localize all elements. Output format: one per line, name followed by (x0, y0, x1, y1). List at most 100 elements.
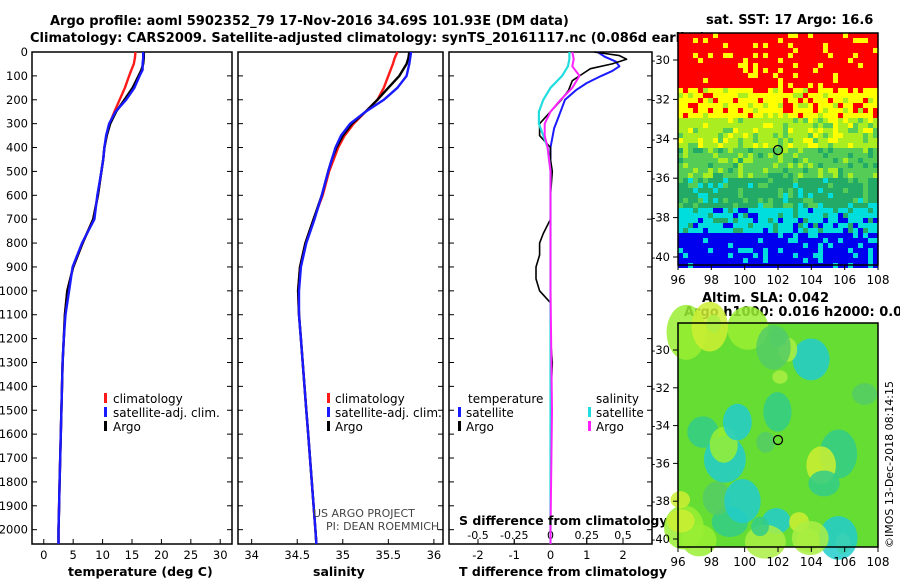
sst-cell (718, 193, 723, 198)
sst-cell (713, 218, 718, 223)
legend-label-s-argo: Argo (596, 420, 624, 434)
sst-cell (848, 243, 853, 248)
sst-cell (838, 253, 843, 258)
sst-cell (748, 253, 753, 258)
sst-cell (723, 163, 728, 168)
sst-cell (733, 218, 738, 223)
sst-cell (678, 248, 683, 253)
sst-cell (703, 118, 708, 123)
sst-cell (708, 248, 713, 253)
sst-cell (828, 143, 833, 148)
sst-cell (698, 148, 703, 153)
sst-cell (713, 163, 718, 168)
sst-cell (708, 133, 713, 138)
sst-cell (778, 58, 783, 63)
sst-cell (708, 58, 713, 63)
sst-cell (753, 178, 758, 183)
sst-cell (798, 213, 803, 218)
sst-cell (688, 223, 693, 228)
sst-cell (798, 118, 803, 123)
depth-tick-label: 1600 (0, 427, 28, 441)
sst-cell (818, 113, 823, 118)
sst-cell (778, 113, 783, 118)
sst-cell (838, 208, 843, 213)
sst-cell (688, 38, 693, 43)
sst-cell (758, 148, 763, 153)
sst-cell (753, 138, 758, 143)
sst-cell (853, 228, 858, 233)
sst-cell (843, 168, 848, 173)
sst-cell (848, 258, 853, 263)
sst-cell (848, 33, 853, 38)
sst-cell (843, 33, 848, 38)
sst-cell (728, 173, 733, 178)
sst-cell (678, 188, 683, 193)
sst-cell (758, 48, 763, 53)
sst-cell (798, 233, 803, 238)
sst-cell (698, 128, 703, 133)
sst-cell (858, 53, 863, 58)
sst-cell (798, 193, 803, 198)
sst-cell (713, 88, 718, 93)
sst-cell (833, 228, 838, 233)
sst-cell (748, 48, 753, 53)
sst-cell (868, 138, 873, 143)
sst-cell (698, 238, 703, 243)
sst-cell (708, 208, 713, 213)
sst-cell (828, 178, 833, 183)
difference-profile-lines (535, 51, 628, 544)
sst-cell (853, 253, 858, 258)
sst-cell (678, 73, 683, 78)
sst-cell (768, 128, 773, 133)
sst-cell (723, 253, 728, 258)
sst-cell (813, 43, 818, 48)
sst-cell (863, 33, 868, 38)
sst-cell (763, 88, 768, 93)
sst-cell (813, 148, 818, 153)
sst-cell (733, 63, 738, 68)
sst-cell (788, 108, 793, 113)
sst-cell (703, 93, 708, 98)
sst-cell (823, 88, 828, 93)
sst-cell (688, 88, 693, 93)
sst-cell (733, 183, 738, 188)
sst-cell (833, 223, 838, 228)
sst-cell (733, 158, 738, 163)
sst-cell (843, 163, 848, 168)
sst-cell (873, 183, 878, 188)
sst-cell (738, 188, 743, 193)
sst-cell (713, 173, 718, 178)
sst-cell (783, 198, 788, 203)
sst-cell (743, 158, 748, 163)
sst-cell (703, 208, 708, 213)
sst-cell (788, 188, 793, 193)
sst-cell (683, 233, 688, 238)
sst-cell (743, 223, 748, 228)
sst-cell (863, 178, 868, 183)
sst-cell (828, 203, 833, 208)
sst-cell (743, 108, 748, 113)
sst-cell (723, 63, 728, 68)
sst-cell (743, 68, 748, 73)
sst-cell (708, 233, 713, 238)
sst-cell (858, 243, 863, 248)
sst-cell (823, 188, 828, 193)
sst-cell (698, 143, 703, 148)
sst-cell (718, 63, 723, 68)
sst-cell (763, 258, 768, 263)
sst-cell (808, 93, 813, 98)
sst-cell (783, 153, 788, 158)
sst-cell (808, 203, 813, 208)
sst-cell (768, 58, 773, 63)
sst-cell (868, 33, 873, 38)
sst-cell (723, 78, 728, 83)
sst-cell (803, 193, 808, 198)
sst-cell (688, 128, 693, 133)
sst-cell (728, 143, 733, 148)
sst-cell (733, 198, 738, 203)
sst-cell (683, 93, 688, 98)
sst-cell (863, 63, 868, 68)
sst-cell (768, 98, 773, 103)
sst-cell (853, 193, 858, 198)
sst-cell (738, 128, 743, 133)
